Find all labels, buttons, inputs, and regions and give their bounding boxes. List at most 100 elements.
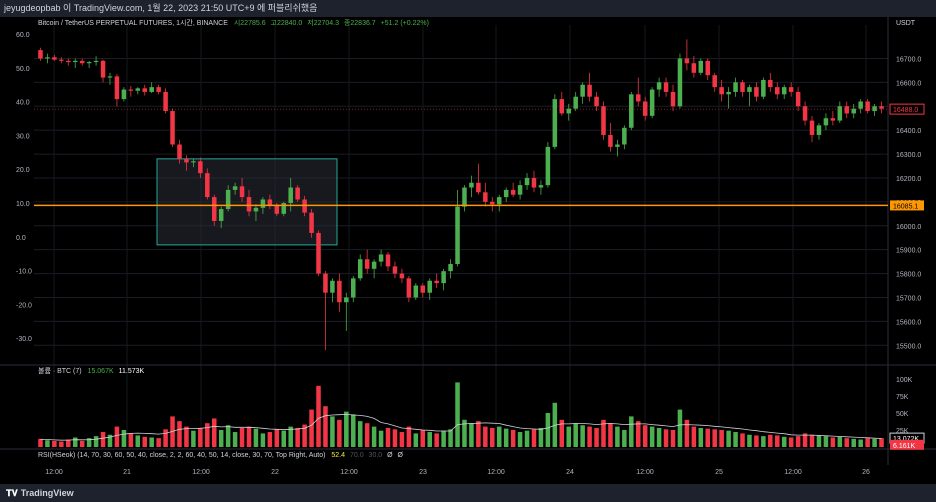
candle-body [608, 134, 613, 147]
candle-body [510, 189, 516, 195]
candle-body [573, 96, 578, 109]
candle-body [66, 60, 71, 63]
candle-body [246, 197, 252, 212]
volume-bar [121, 430, 127, 447]
rsi-value-2: 70.0 [350, 452, 364, 459]
volume-bar [663, 429, 669, 447]
volume-bar [503, 428, 509, 447]
candle-body [483, 192, 488, 202]
candle-body [260, 199, 266, 208]
hline-price-label: 16085.1 [893, 203, 918, 210]
volume-bar [246, 426, 252, 447]
volume-bar [865, 438, 870, 447]
volume-bar [406, 426, 412, 447]
volume-bar [691, 426, 697, 447]
volume-bar [851, 438, 856, 447]
candle-body [566, 108, 571, 114]
candle-body [726, 91, 731, 95]
candle-body [802, 106, 808, 121]
volume-bar [496, 426, 502, 447]
current-price-label: 16488.0 [893, 107, 918, 114]
left-axis-tick: 0.0 [16, 235, 26, 242]
x-axis-tick: 12:00 [636, 469, 654, 476]
candle-body [761, 79, 766, 97]
candle-body [740, 82, 745, 92]
candle-body [455, 206, 460, 265]
candle-body [496, 197, 502, 205]
candle-body [462, 187, 467, 207]
x-axis-tick: 24 [566, 469, 574, 476]
candle-body [337, 280, 342, 303]
candle-body [392, 266, 398, 274]
volume-bar [858, 439, 863, 447]
volume-indicator-name: 볼륨 · BTC (7) [38, 366, 82, 375]
left-axis-tick: 10.0 [16, 201, 30, 208]
volume-bar [149, 437, 154, 447]
candle-body [72, 60, 78, 63]
x-axis-tick: 12:00 [45, 469, 63, 476]
volume-bar [872, 438, 877, 447]
candle-body [364, 259, 370, 269]
svg-text:RSI(HSeok) (14, 70, 30, 60, 50: RSI(HSeok) (14, 70, 30, 60, 50, 40, clos… [38, 452, 404, 459]
volume-bar [260, 433, 266, 447]
candle-body [149, 87, 154, 92]
volume-bar [448, 429, 453, 447]
candle-body [107, 76, 113, 78]
volume-bar [816, 435, 822, 447]
candle-body [531, 177, 537, 188]
candle-body [879, 106, 884, 109]
candle-body [371, 261, 377, 269]
candle-body [184, 158, 189, 163]
svg-text:볼륨 · BTC (7) 15.067K: 볼륨 · BTC (7) 15.067K 11.573K [38, 366, 145, 375]
candle-body [816, 125, 822, 135]
volume-pane [38, 382, 884, 447]
volume-bar [684, 419, 690, 447]
volume-bar [225, 425, 231, 447]
tradingview-logo[interactable]: 𝐓𝐕 TradingView [6, 484, 74, 502]
volume-bar [351, 414, 356, 447]
candle-body [476, 182, 481, 193]
candle-body [795, 91, 801, 107]
candle-body [837, 106, 843, 121]
volume-bar [809, 434, 815, 447]
volume-bar [357, 421, 363, 447]
candle-body [691, 63, 697, 73]
candlestick-chart[interactable]: 16700.016600.016500.016400.016300.016200… [0, 17, 936, 484]
volume-bar [719, 430, 724, 447]
volume-bar [545, 413, 551, 447]
candle-body [865, 101, 870, 112]
volume-bar [413, 433, 419, 447]
candle-body [309, 212, 314, 233]
candle-body [323, 273, 328, 293]
candle-body [211, 197, 217, 221]
candle-body [872, 106, 877, 112]
candle-body [406, 278, 412, 298]
volume-bar [59, 441, 64, 447]
volume-bar [191, 430, 196, 447]
volume-bar [344, 411, 349, 447]
left-axis-tick: -30.0 [16, 336, 32, 343]
candle-body [670, 91, 676, 107]
current-price-badge [889, 103, 925, 115]
legends: Bitcoin / TetherUS PERPETUAL FUTURES, 1시… [38, 18, 916, 459]
right-axis-tick: 16700.0 [896, 56, 921, 63]
candle-body [253, 207, 259, 212]
candle-body [788, 87, 794, 92]
volume-axis-tick: 50K [896, 411, 909, 418]
candle-body [649, 89, 655, 116]
volume-bar [86, 438, 92, 447]
x-axis-tick: 26 [862, 469, 870, 476]
volume-bar [754, 435, 759, 447]
candle-body [434, 280, 439, 284]
volume-bar [483, 426, 488, 447]
volume-bar [38, 438, 43, 447]
horizontal-line-layer [34, 108, 888, 207]
volume-bar [177, 421, 182, 447]
volume-value-1: 15.067K [88, 368, 114, 375]
candle-body [545, 146, 551, 186]
candle-body [677, 58, 683, 107]
volume-bar [309, 409, 314, 447]
right-axis-tick: 15600.0 [896, 319, 921, 326]
candle-body [378, 254, 384, 262]
right-axis-tick: 15500.0 [896, 343, 921, 350]
